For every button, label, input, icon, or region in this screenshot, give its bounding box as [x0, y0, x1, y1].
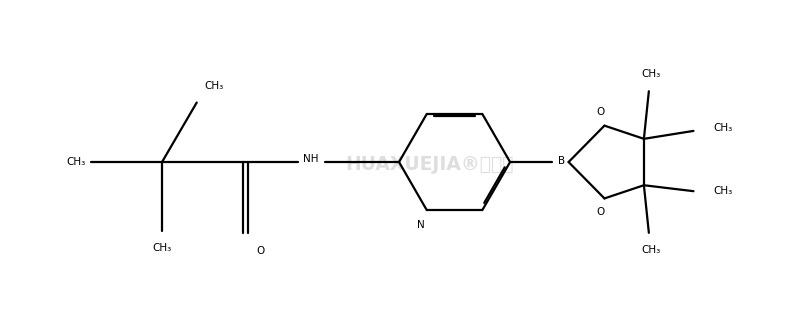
Text: CH₃: CH₃ — [205, 81, 224, 91]
Text: CH₃: CH₃ — [641, 69, 659, 79]
Text: N: N — [416, 220, 424, 230]
Text: O: O — [596, 107, 604, 117]
Text: B: B — [557, 156, 565, 166]
Text: O: O — [596, 208, 604, 217]
Text: CH₃: CH₃ — [67, 157, 86, 167]
Text: NH: NH — [302, 154, 318, 164]
Text: HUAXUEJIA®化学加: HUAXUEJIA®化学加 — [345, 154, 513, 174]
Text: O: O — [256, 246, 264, 256]
Text: CH₃: CH₃ — [712, 123, 731, 133]
Text: CH₃: CH₃ — [641, 245, 659, 255]
Text: CH₃: CH₃ — [152, 243, 172, 253]
Text: CH₃: CH₃ — [712, 186, 731, 196]
